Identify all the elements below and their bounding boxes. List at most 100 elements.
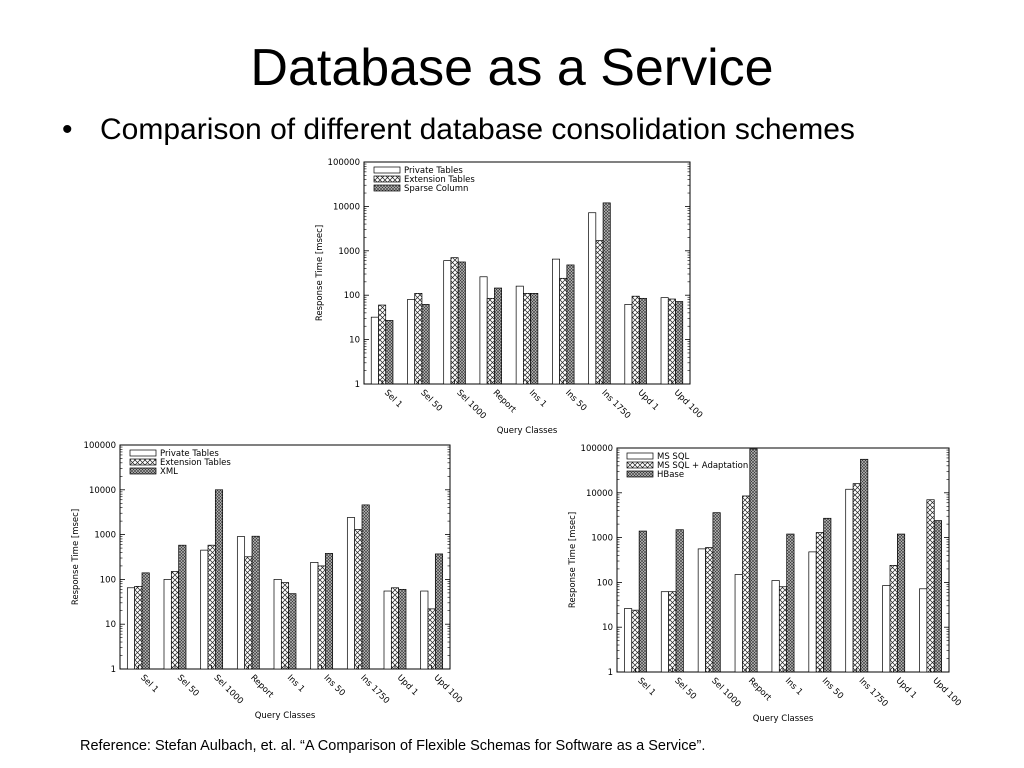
x-tick-label: Ins 1 [783, 676, 805, 698]
bar [378, 304, 387, 385]
legend-swatch [626, 461, 654, 469]
bar [420, 590, 429, 670]
x-axis-title: Query Classes [497, 426, 558, 436]
bar [407, 299, 416, 385]
bar [346, 517, 356, 670]
bar [383, 590, 392, 670]
y-tick-label: 10000 [586, 489, 613, 499]
bar [933, 520, 942, 673]
legend-label: Private Tables [160, 449, 219, 459]
bar [595, 240, 604, 385]
bar [897, 533, 906, 673]
bar [251, 535, 260, 670]
bar [559, 277, 568, 385]
x-tick-label: Sel 1 [635, 676, 657, 698]
bar [134, 585, 143, 670]
bar [638, 530, 647, 673]
x-tick-label: Report [248, 673, 275, 700]
x-tick-label: Ins 1 [285, 673, 307, 695]
bar [660, 297, 669, 385]
chart-1: 1 10 100 1000 10000 100000 Sel 1 Sel 50 Sel 1000… [315, 158, 704, 436]
y-tick-label: 10 [602, 623, 613, 633]
chart-3: 1 10 100 1000 10000 100000 Sel 1 Sel 50 Sel 1000… [568, 444, 963, 724]
bar [126, 587, 136, 670]
bar [523, 293, 531, 385]
bar [310, 562, 319, 670]
legend-swatch [373, 184, 401, 192]
x-tick-label: Sel 50 [175, 673, 201, 699]
bar [588, 212, 597, 385]
x-tick-label: Sel 1000 [212, 673, 245, 706]
y-tick-label: 100000 [581, 444, 613, 454]
bar [675, 301, 684, 385]
bar [530, 293, 539, 385]
x-tick-label: Ins 50 [563, 388, 588, 413]
legend-label: HBase [657, 470, 684, 480]
bar [889, 565, 898, 673]
bar [434, 553, 444, 670]
bar [163, 579, 172, 670]
bullet-text: Comparison of different database consoli… [100, 113, 855, 146]
bullet-item: • Comparison of different database consol… [62, 110, 855, 150]
legend-swatch [129, 467, 157, 475]
y-tick-label: 1000 [338, 247, 360, 257]
y-axis-title: Response Time [msec] [568, 512, 578, 608]
y-tick-label: 1 [111, 665, 116, 675]
bar [244, 556, 253, 670]
x-tick-label: Report [491, 388, 518, 415]
bar [675, 529, 684, 673]
x-tick-label: Upd 1 [894, 676, 919, 701]
x-tick-label: Ins 1750 [599, 388, 632, 421]
x-tick-label: Sel 1000 [454, 388, 487, 421]
legend-label: Sparse Column [404, 184, 468, 194]
x-tick-label: Upd 1 [395, 673, 420, 698]
bar [638, 297, 647, 385]
bar [860, 458, 869, 673]
legend-swatch [129, 458, 157, 466]
y-tick-label: 1 [608, 668, 613, 678]
bar [398, 588, 407, 670]
x-tick-label: Upd 100 [930, 676, 962, 708]
y-axis-title: Response Time [msec] [71, 509, 81, 605]
bar [786, 533, 795, 673]
bar [178, 544, 187, 670]
legend-label: Private Tables [404, 166, 463, 176]
bar [457, 261, 466, 385]
y-tick-label: 10 [349, 336, 360, 346]
bar [668, 591, 677, 673]
legend-swatch [626, 470, 654, 478]
x-tick-label: Sel 50 [418, 388, 444, 414]
legend-swatch [129, 449, 157, 457]
x-tick-label: Sel 1000 [709, 676, 742, 709]
slide-title: Database as a Service [250, 39, 774, 97]
bar [624, 304, 633, 385]
x-tick-label: Ins 1 [527, 388, 549, 410]
y-tick-label: 10000 [333, 202, 360, 212]
bar [414, 293, 423, 385]
legend-label: Extension Tables [404, 175, 475, 185]
y-tick-label: 100000 [328, 158, 360, 168]
bar [771, 580, 780, 673]
y-tick-label: 100 [100, 575, 116, 585]
bar [170, 571, 180, 670]
bar [280, 582, 290, 670]
bar [742, 495, 751, 673]
bar [631, 295, 640, 385]
bar [566, 264, 575, 385]
x-tick-label: Upd 100 [432, 673, 464, 705]
legend-label: Extension Tables [160, 458, 231, 468]
y-tick-label: 100 [597, 578, 613, 588]
legend-label: MS SQL [657, 452, 690, 462]
bar [882, 585, 891, 673]
bar [705, 547, 714, 673]
bar [734, 574, 743, 673]
bar [200, 549, 209, 670]
bar [317, 565, 326, 670]
bar [443, 260, 452, 385]
bar [712, 512, 721, 673]
legend-swatch [626, 452, 654, 460]
bar [486, 297, 495, 385]
y-axis-title: Response Time [msec] [315, 225, 325, 321]
